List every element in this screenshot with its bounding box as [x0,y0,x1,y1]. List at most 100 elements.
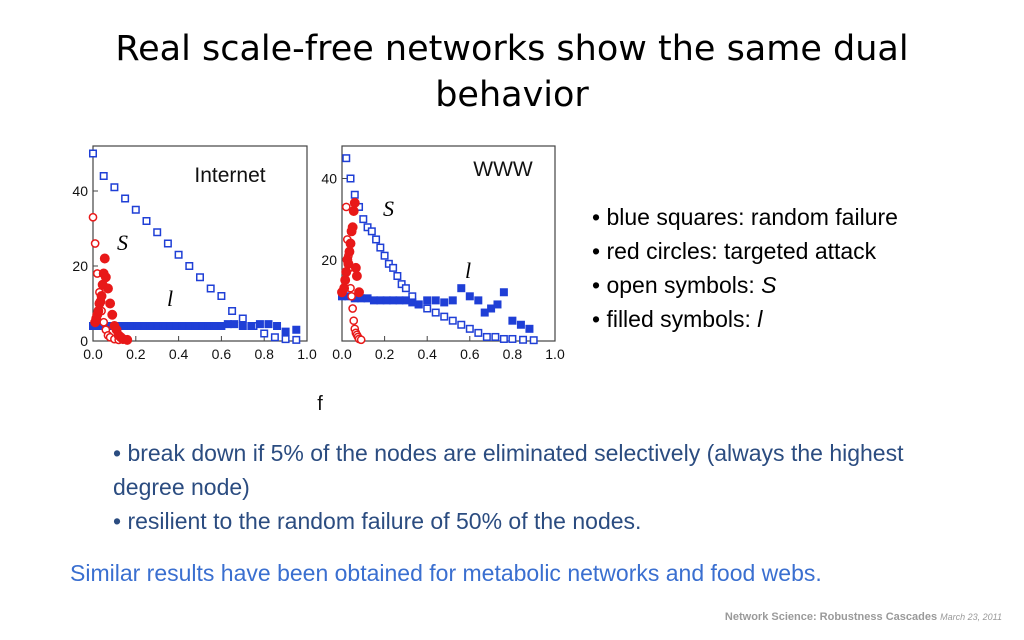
data-point-1-3-12 [350,262,361,273]
data-point-1-3-6 [344,246,355,257]
footer-date: March 23, 2011 [940,612,1002,622]
data-point-0-0-18 [281,335,290,344]
data-point-0-1-23 [238,322,247,330]
data-point-0-3-6 [96,291,107,301]
x-tick-label-1-4: 0.8 [503,346,523,362]
data-point-1-0-28 [519,335,528,344]
x-tick-label-1-3: 0.6 [460,346,480,362]
curve-label-l-1: l [465,258,471,283]
data-point-0-1-17 [198,322,207,330]
data-point-1-1-14 [431,296,440,305]
data-point-0-3-19 [122,334,133,345]
data-point-1-1-18 [465,292,474,301]
y-tick-label-1-0: 20 [321,252,337,268]
x-tick-label-0-0: 0.0 [83,346,103,362]
data-point-0-0-12 [217,292,226,300]
y-tick-label-1-1: 40 [321,171,337,187]
data-point-1-2-6 [348,304,357,313]
data-point-0-2-5 [99,317,109,327]
data-point-1-0-18 [431,308,440,317]
data-point-0-1-27 [273,322,282,330]
data-point-0-3-12 [105,298,116,309]
data-point-1-0-27 [508,334,517,343]
data-point-1-1-22 [493,300,502,309]
data-point-1-0-24 [482,332,491,341]
data-point-1-3-2 [340,275,351,286]
data-point-1-1-8 [389,296,398,305]
x-tick-label-1-1: 0.2 [375,346,395,362]
data-point-1-0-25 [491,332,500,341]
data-point-1-1-16 [448,296,457,305]
data-point-0-0-11 [206,284,215,293]
panel-title-1: WWW [473,158,533,181]
data-point-0-1-7 [133,322,142,330]
data-point-1-0-22 [465,324,474,333]
legend-filled-text: • filled symbols: [592,306,758,332]
data-point-1-0-19 [440,312,449,321]
note-2: • resilient to the random failure of 50%… [113,508,642,534]
x-tick-label-0-1: 0.2 [126,346,146,362]
x-tick-label-0-2: 0.4 [169,346,189,362]
data-point-0-2-0 [88,212,98,222]
data-point-1-1-11 [408,298,417,307]
data-point-1-1-7 [382,296,391,305]
data-point-0-1-10 [153,322,162,330]
data-point-1-3-11 [349,197,360,208]
data-point-0-1-16 [191,322,200,330]
data-point-0-0-1 [99,172,108,180]
legend-filled: • filled symbols: l [592,302,898,336]
data-point-0-1-22 [230,320,239,329]
data-point-0-0-5 [142,217,151,225]
data-point-1-3-5 [343,258,354,269]
data-point-0-1-21 [223,320,232,329]
legend-open-symbol: S [761,272,777,298]
data-point-1-1-5 [369,296,378,305]
data-point-1-0-20 [448,316,457,325]
data-point-1-0-5 [363,223,372,232]
data-point-1-1-9 [395,296,404,305]
data-point-0-1-5 [121,322,130,330]
data-point-0-1-28 [281,327,290,336]
curve-label-S-1: S [383,196,394,221]
legend-red: • red circles: targeted attack [592,238,877,264]
data-point-1-3-14 [354,287,364,298]
data-point-1-3-7 [345,238,356,249]
x-tick-label-1-2: 0.4 [417,346,437,362]
data-point-1-0-11 [389,263,398,272]
slide-title: Real scale-free networks show the same d… [115,29,909,115]
plot-frame-1 [341,145,556,342]
data-point-0-0-4 [131,205,140,214]
notes: • break down if 5% of the nodes are elim… [113,436,973,538]
curve-label-l-0: l [167,286,173,311]
curve-label-S-0: S [117,230,128,255]
data-point-0-0-2 [110,183,119,192]
data-point-1-1-10 [401,296,410,305]
data-point-1-0-9 [380,251,389,260]
data-point-0-1-9 [146,322,155,330]
data-point-1-1-13 [423,296,432,305]
data-point-1-3-3 [341,266,352,277]
data-point-0-3-10 [100,272,111,283]
x-tick-label-1-5: 1.0 [545,346,565,362]
y-tick-label-0-0: 0 [80,333,88,349]
data-point-0-1-11 [159,322,168,330]
data-point-1-1-4 [363,294,372,303]
data-point-1-2-7 [349,316,359,326]
data-point-0-0-13 [228,307,237,315]
data-point-1-0-14 [401,284,410,293]
panel-title-0: Internet [194,164,265,187]
data-point-0-0-17 [270,333,279,342]
data-point-1-1-24 [508,316,517,325]
data-point-0-0-16 [260,329,269,338]
data-point-1-1-12 [414,300,423,309]
data-point-0-0-0 [89,149,97,158]
footer-text: Network Science: Robustness Cascades [724,611,938,623]
data-point-1-1-19 [474,296,483,305]
x-tick-label-1-0: 0.0 [332,346,352,362]
data-point-0-0-14 [238,314,247,323]
data-point-1-0-21 [457,320,466,329]
data-point-0-1-15 [185,322,194,330]
data-point-0-1-8 [140,322,149,330]
y-tick-label-0-2: 40 [72,183,88,199]
data-point-1-2-13 [356,335,366,345]
